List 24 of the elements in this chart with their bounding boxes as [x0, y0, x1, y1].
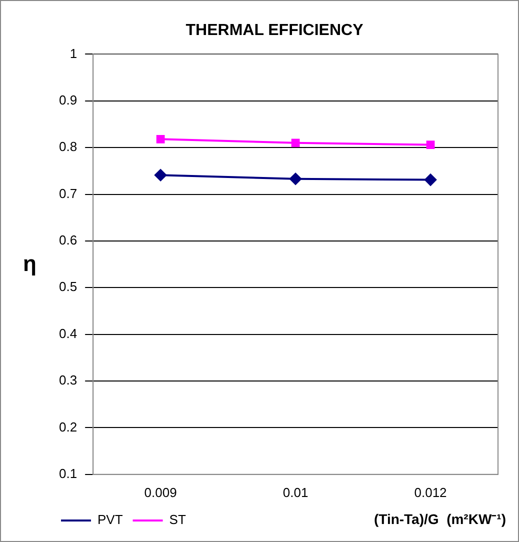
point — [291, 138, 300, 148]
legend-label: ST — [169, 512, 186, 528]
y-tick-label: 0.8 — [58, 139, 78, 154]
x-tick-label: 0.012 — [414, 484, 447, 500]
chart-title: THERMAL EFFICIENCY — [186, 22, 364, 40]
point — [426, 140, 435, 149]
x-tick-label: 0.009 — [144, 484, 177, 500]
y-tick-label: 0.6 — [58, 232, 78, 248]
y-tick-label: 0.4 — [58, 326, 78, 341]
x-tick-label: 0.01 — [282, 484, 308, 500]
y-tick-label: 0.2 — [58, 419, 78, 434]
y-axis-title: η — [23, 251, 36, 277]
point — [154, 169, 167, 182]
y-tick-label: 0.1 — [58, 466, 78, 481]
y-tick-label: 1 — [70, 46, 78, 61]
x-axis-title: (Tin-Ta)/G (m²KW⁻¹) — [374, 510, 506, 528]
legend-label: PVT — [98, 512, 123, 528]
y-tick-label: 0.5 — [58, 279, 78, 294]
y-tick-label: 0.9 — [58, 92, 78, 108]
point — [424, 174, 437, 186]
y-tick-label: 0.7 — [58, 186, 78, 201]
y-tick-label: 0.3 — [58, 372, 78, 388]
point — [290, 172, 302, 185]
point — [156, 134, 165, 144]
